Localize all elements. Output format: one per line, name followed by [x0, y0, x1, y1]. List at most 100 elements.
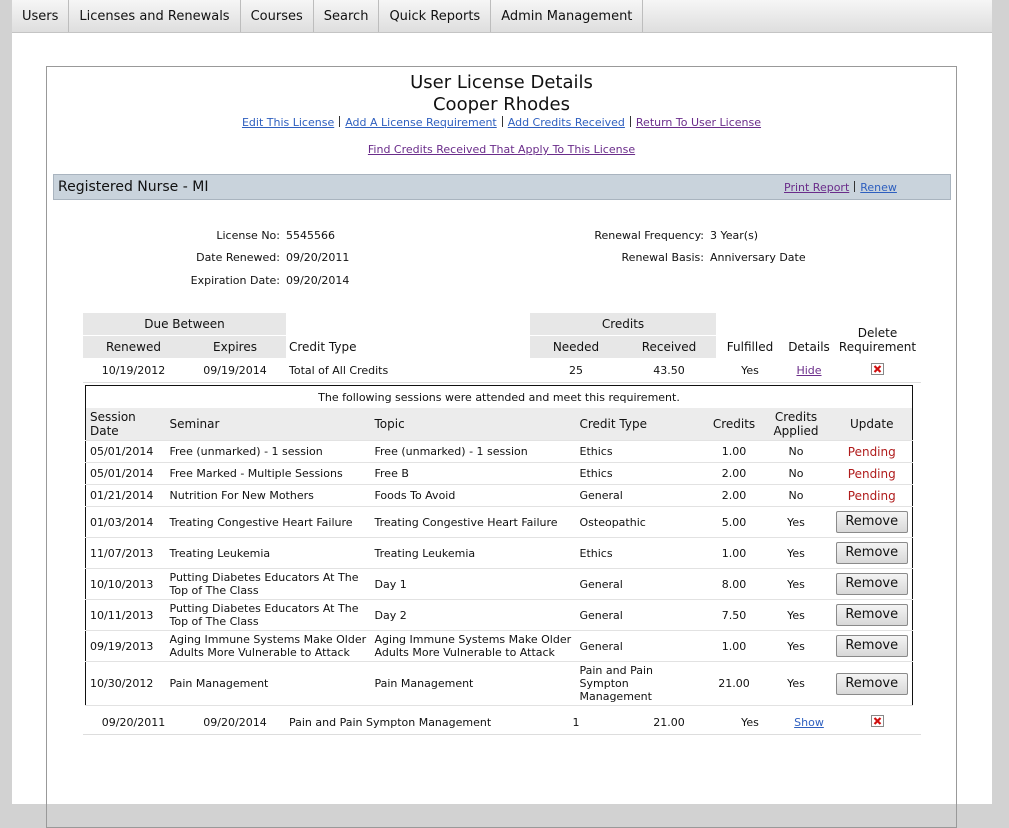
cell: No — [761, 441, 832, 463]
cell: Aging Immune Systems Make Older Adults M… — [166, 631, 371, 662]
nav-item[interactable]: Admin Management — [491, 0, 643, 32]
column-header: Delete Requirement — [834, 313, 921, 358]
cell: 09/20/2014 — [184, 710, 286, 735]
cell: 25 — [530, 358, 622, 383]
cell: Free B — [371, 463, 576, 485]
page-title: User License Details — [47, 72, 956, 93]
cell: General — [576, 631, 708, 662]
nav-bar: UsersLicenses and RenewalsCoursesSearchQ… — [12, 0, 992, 33]
field-row: Renewal Frequency:3 Year(s) — [537, 224, 853, 247]
cell: 43.50 — [622, 358, 716, 383]
cell: 1.00 — [708, 441, 761, 463]
cell: Pain and Pain Sympton Management — [576, 662, 708, 706]
cell: Pending — [832, 463, 913, 485]
requirement-row: 10/19/201209/19/2014Total of All Credits… — [83, 358, 921, 383]
blank — [716, 313, 784, 336]
link-row: Edit This License Add A License Requireme… — [47, 116, 956, 129]
field-label: Renewal Frequency: — [537, 224, 707, 247]
field-label: Renewal Basis: — [537, 247, 707, 270]
cell: Yes — [761, 631, 832, 662]
fields-right: Renewal Frequency:3 Year(s)Renewal Basis… — [537, 224, 853, 269]
status: Pending — [848, 445, 896, 459]
cell: 1.00 — [708, 631, 761, 662]
header-link[interactable]: Add A License Requirement — [345, 116, 497, 129]
details-link[interactable]: Hide — [796, 364, 821, 377]
cell: Ethics — [576, 441, 708, 463]
cell: Remove — [832, 631, 913, 662]
header-link[interactable]: Edit This License — [242, 116, 334, 129]
cell: General — [576, 485, 708, 507]
column-header: Needed — [530, 336, 622, 359]
column-header: Update — [832, 408, 913, 441]
cell: Yes — [761, 507, 832, 538]
cell: Treating Leukemia — [166, 538, 371, 569]
cell: Day 2 — [371, 600, 576, 631]
delete-icon[interactable] — [870, 362, 885, 376]
details-link[interactable]: Show — [794, 716, 824, 729]
field-label: Expiration Date: — [127, 269, 283, 292]
nav-item[interactable]: Courses — [241, 0, 314, 32]
field-value: Anniversary Date — [707, 247, 853, 270]
fields-left: License No:5545566Date Renewed:09/20/201… — [127, 224, 379, 292]
cell: No — [761, 463, 832, 485]
session-row: 10/30/2012Pain ManagementPain Management… — [86, 662, 913, 706]
remove-button[interactable]: Remove — [836, 604, 908, 626]
remove-button[interactable]: Remove — [836, 542, 908, 564]
cell: 2.00 — [708, 463, 761, 485]
cell — [834, 710, 921, 735]
column-header: Seminar — [166, 408, 371, 441]
column-group: Due Between — [83, 313, 286, 336]
cell: 09/19/2013 — [86, 631, 166, 662]
remove-button[interactable]: Remove — [836, 673, 908, 695]
cell: 1 — [530, 710, 622, 735]
field-row: License No:5545566 — [127, 224, 379, 247]
header-link[interactable]: Return To User License — [636, 116, 761, 129]
status: Pending — [848, 467, 896, 481]
cell: 05/01/2014 — [86, 441, 166, 463]
cell: 8.00 — [708, 569, 761, 600]
session-row: 05/01/2014Free Marked - Multiple Session… — [86, 463, 913, 485]
license-action[interactable]: Print Report — [784, 181, 849, 194]
column-header: Credits Applied — [761, 408, 832, 441]
nav-item[interactable]: Users — [12, 0, 69, 32]
nav-item[interactable]: Search — [314, 0, 380, 32]
cell: Remove — [832, 569, 913, 600]
cell: Remove — [832, 600, 913, 631]
cell: Nutrition For New Mothers — [166, 485, 371, 507]
cell: 2.00 — [708, 485, 761, 507]
remove-button[interactable]: Remove — [836, 635, 908, 657]
header-link[interactable]: Add Credits Received — [508, 116, 625, 129]
cell: Ethics — [576, 463, 708, 485]
remove-button[interactable]: Remove — [836, 573, 908, 595]
nav-item[interactable]: Quick Reports — [379, 0, 491, 32]
column-header: Topic — [371, 408, 576, 441]
cell: Yes — [761, 538, 832, 569]
column-header: Credits — [708, 408, 761, 441]
field-label: Date Renewed: — [127, 247, 283, 270]
cell: 05/01/2014 — [86, 463, 166, 485]
column-header: Renewed — [83, 336, 184, 359]
column-group: Credits — [530, 313, 716, 336]
delete-icon[interactable] — [870, 714, 885, 728]
requirements-table: Due Between Credits Delete Requirement R… — [83, 313, 921, 735]
cell: Yes — [761, 662, 832, 706]
cell: 1.00 — [708, 538, 761, 569]
find-link[interactable]: Find Credits Received That Apply To This… — [368, 143, 635, 156]
cell: Aging Immune Systems Make Older Adults M… — [371, 631, 576, 662]
column-header: Received — [622, 336, 716, 359]
field-row: Date Renewed:09/20/2011 — [127, 247, 379, 270]
session-row: 10/11/2013Putting Diabetes Educators At … — [86, 600, 913, 631]
cell: Day 1 — [371, 569, 576, 600]
license-bar: Registered Nurse - MI Print ReportRenew — [53, 174, 951, 200]
cell: Pain and Pain Sympton Management — [286, 710, 530, 735]
field-value: 09/20/2014 — [283, 269, 379, 292]
cell: Free (unmarked) - 1 session — [371, 441, 576, 463]
remove-button[interactable]: Remove — [836, 511, 908, 533]
license-action[interactable]: Renew — [860, 181, 897, 194]
cell: 10/11/2013 — [86, 600, 166, 631]
column-header: Credit Type — [286, 336, 530, 359]
panel: User License Details Cooper Rhodes Edit … — [46, 66, 957, 828]
cell: Yes — [761, 569, 832, 600]
cell: Yes — [716, 710, 784, 735]
nav-item[interactable]: Licenses and Renewals — [69, 0, 240, 32]
